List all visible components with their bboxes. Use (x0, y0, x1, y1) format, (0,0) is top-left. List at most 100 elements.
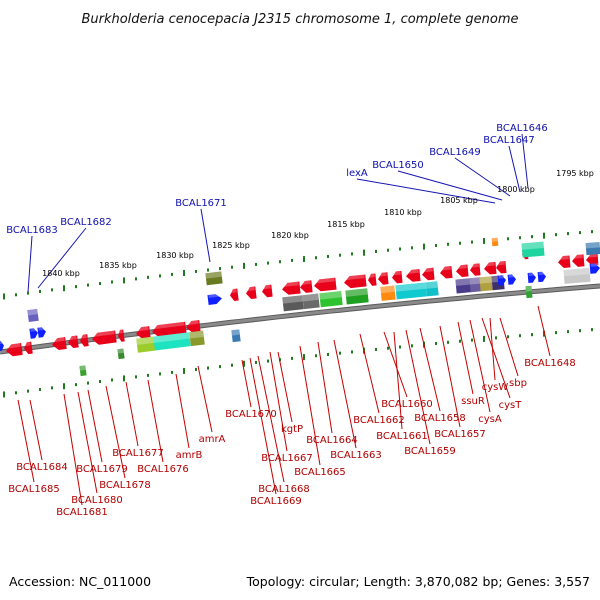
gene-arrow (246, 286, 257, 300)
scale-label: 1830 kbp (156, 251, 194, 260)
outer-tick (591, 230, 593, 234)
gene-arrow (558, 255, 571, 268)
gene-block (425, 281, 439, 297)
inner-tick (591, 328, 593, 332)
gene-block (319, 291, 343, 308)
label-leader (29, 399, 43, 461)
gene-block (79, 365, 87, 377)
gene-label: BCAL1681 (56, 507, 108, 518)
gene-arrow (68, 335, 79, 349)
gene-arrow (456, 264, 469, 278)
inner-tick (171, 370, 173, 374)
gene-label: BCAL1660 (381, 399, 433, 410)
scale-label: 1810 kbp (384, 208, 422, 217)
accession-text: Accession: NC_011000 (9, 574, 151, 589)
label-leader (499, 317, 519, 377)
scale-label: 1795 kbp (556, 169, 594, 178)
gene-label: BCAL1670 (225, 409, 277, 420)
label-leader (359, 333, 380, 414)
gene-arrow (118, 329, 125, 342)
inner-tick (531, 333, 533, 337)
label-leader (77, 391, 98, 494)
label-leader (537, 305, 551, 357)
gene-label: BCAL1663 (330, 450, 382, 461)
gene-arrow (422, 267, 435, 281)
outer-tick (111, 280, 113, 284)
inner-tick (387, 346, 389, 350)
gene-block (479, 276, 493, 292)
outer-tick (303, 256, 305, 263)
inner-tick (63, 383, 65, 390)
gene-label: kgtP (281, 424, 303, 435)
gene-arrow (406, 269, 421, 282)
outer-tick (195, 269, 197, 273)
label-leader (457, 321, 474, 395)
gene-block (345, 288, 369, 305)
gene-arrow (484, 261, 497, 275)
inner-tick (303, 354, 305, 361)
gene-block (189, 330, 205, 347)
gene-arrow (207, 293, 222, 306)
label-leader (17, 399, 35, 483)
outer-tick (555, 233, 557, 237)
gene-arrow (507, 274, 516, 285)
inner-tick (75, 383, 77, 387)
outer-tick (15, 293, 17, 297)
label-leader (383, 331, 408, 398)
inner-tick (351, 350, 353, 354)
label-leader (439, 325, 461, 428)
inner-tick (327, 352, 329, 356)
outer-tick (531, 235, 533, 239)
label-leader (147, 379, 164, 463)
gene-label: amrA (199, 434, 226, 445)
label-leader (269, 351, 288, 452)
gene-block (585, 242, 600, 256)
label-leader (175, 373, 190, 449)
outer-tick (87, 283, 89, 287)
gene-block (380, 285, 396, 301)
gene-label: BCAL1671 (175, 198, 227, 209)
gene-label: cysW (482, 382, 509, 393)
gene-label: BCAL1649 (429, 147, 481, 158)
outer-tick (351, 252, 353, 256)
gene-arrow (497, 275, 506, 286)
gene-label: BCAL1680 (71, 495, 123, 506)
gene-arrow (37, 326, 46, 338)
gene-label: BCAL1664 (306, 435, 358, 446)
label-leader (299, 345, 321, 466)
label-leader (249, 357, 277, 495)
label-leader (105, 385, 126, 479)
gene-label: BCAL1685 (8, 484, 60, 495)
outer-tick (315, 256, 317, 260)
outer-tick (567, 232, 569, 236)
gene-arrow (392, 270, 403, 284)
scale-label: 1835 kbp (99, 261, 137, 270)
gene-label: BCAL1667 (261, 453, 313, 464)
gene-block (302, 293, 320, 310)
scale-label: 1815 kbp (327, 220, 365, 229)
outer-tick (3, 293, 5, 300)
inner-tick (219, 365, 221, 369)
gene-arrow (282, 281, 301, 295)
outer-tick (471, 240, 473, 244)
label-leader (397, 170, 503, 201)
gene-arrow (230, 288, 239, 301)
inner-tick (315, 354, 317, 358)
outer-tick (339, 253, 341, 257)
outer-tick (435, 243, 437, 247)
inner-tick (459, 339, 461, 343)
label-leader (333, 339, 357, 449)
inner-tick (291, 356, 293, 360)
inner-tick (399, 345, 401, 349)
gene-label: lexA (346, 168, 368, 179)
label-leader (125, 381, 139, 447)
inner-tick (567, 330, 569, 334)
inner-tick (267, 359, 269, 363)
gene-block (521, 241, 545, 258)
inner-tick (495, 336, 497, 340)
inner-tick (3, 391, 5, 398)
outer-tick (579, 231, 581, 235)
gene-label: amrB (176, 450, 203, 461)
outer-tick (99, 282, 101, 285)
label-leader (27, 235, 33, 293)
